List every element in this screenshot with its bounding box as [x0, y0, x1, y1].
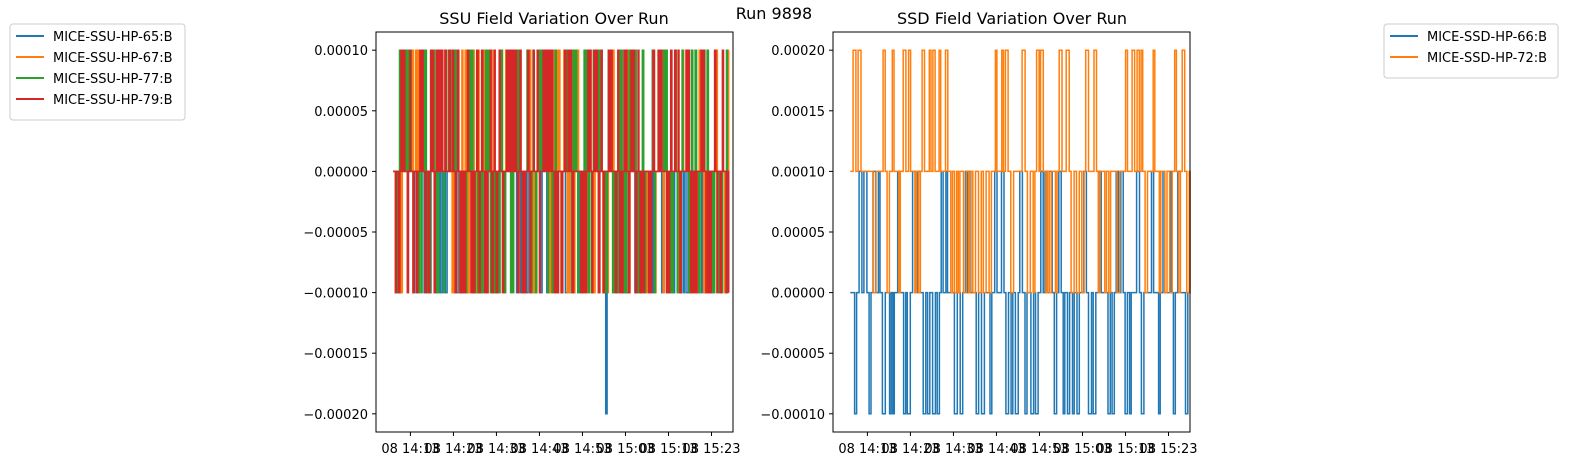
- ssu-series-lines: [393, 49, 730, 415]
- ssu-legend-label: MICE-SSU-HP-67:B: [53, 51, 173, 66]
- ssu-xtick-label: 08 15:03: [596, 442, 654, 457]
- ssu-ytick-label: −0.00015: [303, 347, 368, 362]
- ssd-ytick-label: 0.00000: [771, 287, 825, 302]
- ssd-xtick-label: 08 15:13: [1096, 442, 1154, 457]
- ssu-ytick-label: 0.00005: [314, 105, 368, 120]
- ssu-xtick-label: 08 15:13: [639, 442, 697, 457]
- ssd-xtick-label: 08 14:23: [881, 442, 939, 457]
- ssd-series-line-mice-ssd-hp-66-b: [850, 170, 1191, 415]
- figure-suptitle: Run 9898: [736, 4, 812, 23]
- ssd-xtick-label: 08 14:53: [1010, 442, 1068, 457]
- ssd-ytick-label: 0.00020: [771, 44, 825, 59]
- ssu-chart-title: SSU Field Variation Over Run: [439, 9, 668, 28]
- ssd-xtick-label: 08 14:33: [924, 442, 982, 457]
- ssu-xtick-label: 08 14:53: [553, 442, 611, 457]
- ssu-ytick-label: 0.00010: [314, 44, 368, 59]
- ssu-xtick-label: 08 14:33: [467, 442, 525, 457]
- ssu-xtick-label: 08 14:23: [424, 442, 482, 457]
- ssd-xtick-label: 08 15:03: [1053, 442, 1111, 457]
- ssd-series-line-mice-ssd-hp-72-b: [850, 49, 1191, 294]
- ssd-ytick-label: 0.00005: [771, 226, 825, 241]
- ssd-xtick-label: 08 14:13: [838, 442, 896, 457]
- ssu-plot-frame: [375, 31, 734, 433]
- ssu-legend: MICE-SSU-HP-65:B MICE-SSU-HP-67:B MICE-SSU…: [9, 23, 186, 121]
- ssu-legend-label: MICE-SSU-HP-79:B: [53, 93, 173, 108]
- ssd-xtick-label: 08 15:23: [1139, 442, 1197, 457]
- ssd-xtick-label: 08 14:43: [967, 442, 1025, 457]
- ssd-series-lines: [850, 49, 1191, 415]
- ssu-ytick-label: −0.00010: [303, 287, 368, 302]
- ssd-ytick-label: 0.00010: [771, 165, 825, 180]
- ssu-y-axis: −0.00020 −0.00015 −0.00010 −0.00005 0.00000 0…: [303, 44, 376, 423]
- ssd-legend-box: [1383, 23, 1559, 79]
- ssd-ytick-label: 0.00015: [771, 105, 825, 120]
- ssd-legend: MICE-SSD-HP-66:B MICE-SSD-HP-72:B: [1383, 23, 1559, 79]
- ssu-chart: SSU Field Variation Over Run −0.00020−0.…: [9, 9, 741, 457]
- ssu-xtick-label: 08 14:13: [381, 442, 439, 457]
- ssu-legend-label: MICE-SSU-HP-77:B: [53, 72, 173, 87]
- ssu-legend-box: [9, 23, 186, 121]
- ssd-plot-frame: [832, 31, 1191, 433]
- ssu-ytick-label: −0.00020: [303, 408, 368, 423]
- ssu-xtick-label: 08 14:43: [510, 442, 568, 457]
- ssd-legend-label: MICE-SSD-HP-66:B: [1427, 30, 1547, 45]
- ssu-xtick-label: 08 15:23: [682, 442, 740, 457]
- ssd-ytick-label: −0.00010: [760, 408, 825, 423]
- ssd-legend-label: MICE-SSD-HP-72:B: [1427, 51, 1547, 66]
- ssu-ytick-label: −0.00005: [303, 226, 368, 241]
- ssd-chart: SSD Field Variation Over Run −0.00010−0.…: [760, 9, 1559, 457]
- ssu-series-line-mice-ssu-hp-79-b: [393, 49, 730, 294]
- ssd-chart-title: SSD Field Variation Over Run: [897, 9, 1127, 28]
- ssd-ytick-label: −0.00005: [760, 347, 825, 362]
- ssd-y-axis: −0.00010 −0.00005 0.00000 0.00005 0.00010 0.0…: [760, 44, 833, 423]
- ssu-legend-label: MICE-SSU-HP-65:B: [53, 30, 173, 45]
- ssu-ytick-label: 0.00000: [314, 165, 368, 180]
